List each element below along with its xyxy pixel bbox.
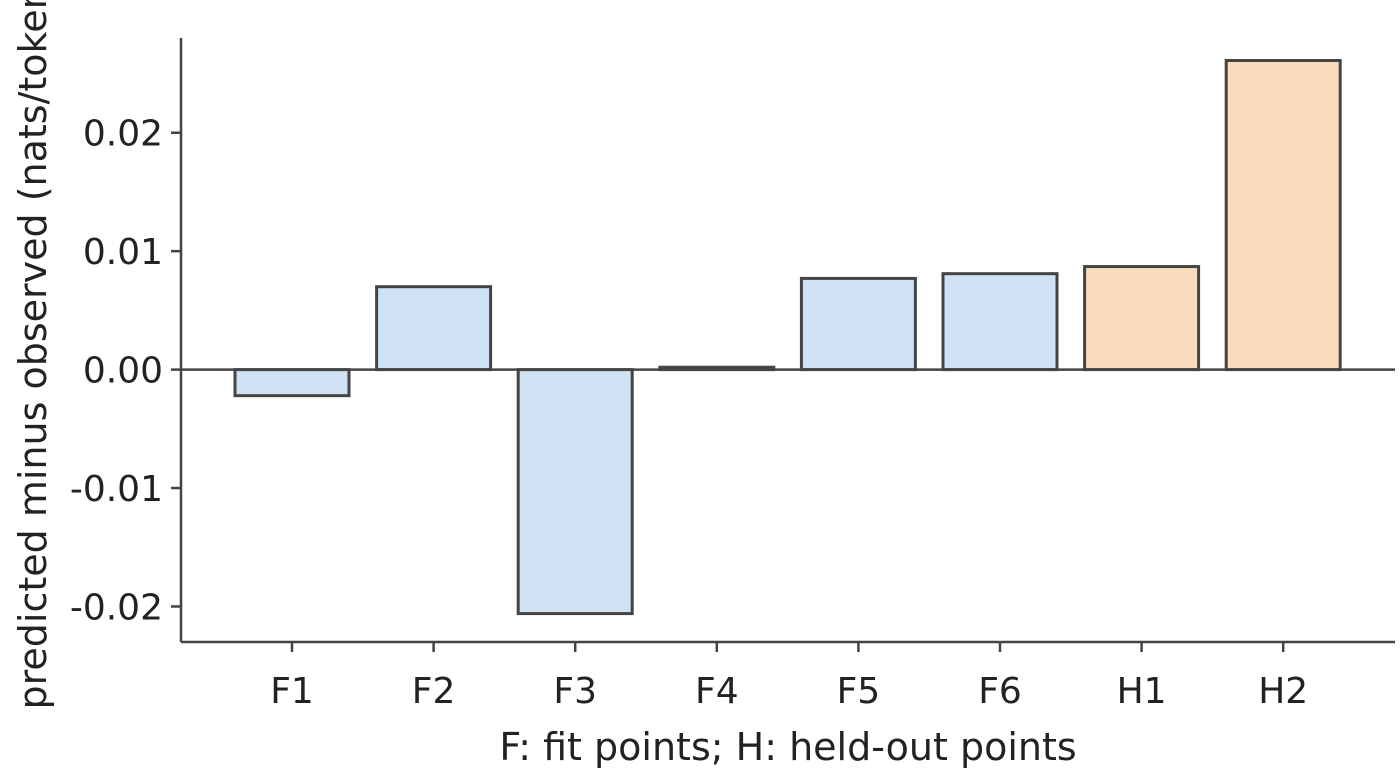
- x-ticks-group: F1 F2 F3 F4 F5 F6 H1 H2: [270, 642, 1308, 712]
- x-tick-label: F3: [553, 671, 597, 712]
- y-tick-label: 0.01: [83, 232, 163, 273]
- y-axis-title: predicted minus observed (nats/token): [11, 0, 55, 709]
- x-tick-label: F1: [270, 671, 314, 712]
- bar-f6: [941, 272, 1059, 372]
- y-tick-label: -0.01: [70, 469, 163, 510]
- x-axis-title: F: fit points; H: held-out points: [499, 725, 1076, 769]
- bar-h2: [1224, 59, 1342, 372]
- x-tick-label: F5: [837, 671, 881, 712]
- y-tick-label: -0.02: [70, 587, 163, 628]
- bar-f3: [516, 368, 634, 616]
- bar-f5: [799, 276, 917, 372]
- x-tick-label: H1: [1117, 671, 1167, 712]
- bars-group: [233, 59, 1342, 616]
- y-tick-label: 0.00: [83, 351, 163, 392]
- y-tick-label: 0.02: [83, 114, 163, 155]
- x-tick-label: F2: [412, 671, 456, 712]
- x-tick-label: H2: [1258, 671, 1308, 712]
- x-tick-label: F4: [695, 671, 739, 712]
- bar-f1: [233, 368, 351, 398]
- y-ticks-group: -0.02 -0.01 0.00 0.01 0.02: [70, 114, 181, 628]
- x-tick-label: F6: [978, 671, 1022, 712]
- bar-h1: [1083, 265, 1201, 372]
- bar-f2: [375, 285, 493, 372]
